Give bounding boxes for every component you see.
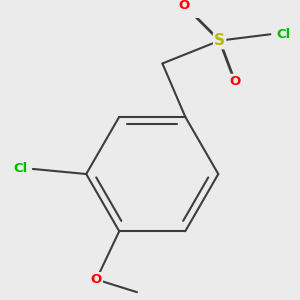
Text: O: O [229, 75, 240, 88]
Text: O: O [178, 0, 190, 12]
Text: O: O [91, 273, 102, 286]
Text: S: S [214, 33, 225, 48]
Text: Cl: Cl [277, 28, 291, 41]
Text: Cl: Cl [14, 162, 28, 176]
